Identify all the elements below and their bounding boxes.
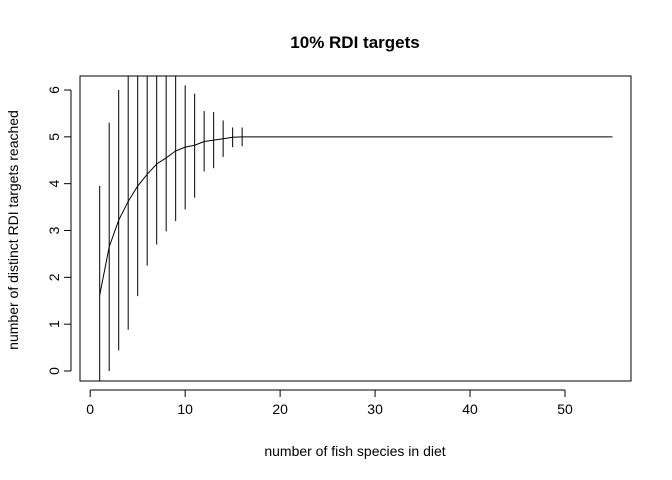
y-tick-label: 2 (46, 273, 62, 281)
x-axis-label: number of fish species in diet (264, 443, 445, 459)
y-tick-label: 5 (46, 133, 62, 141)
y-tick-label: 3 (46, 226, 62, 234)
x-tick-label: 20 (272, 401, 288, 417)
y-axis-label: number of distinct RDI targets reached (5, 110, 21, 350)
y-tick-label: 6 (46, 86, 62, 94)
y-tick-label: 0 (46, 367, 62, 375)
x-axis: 0 10 20 30 40 50 (86, 389, 573, 417)
x-tick-label: 0 (86, 401, 94, 417)
y-tick-label: 4 (46, 180, 62, 188)
x-tick-label: 30 (367, 401, 383, 417)
error-bars (99, 76, 243, 381)
mean-line (99, 136, 613, 296)
x-tick-label: 10 (177, 401, 193, 417)
plot-frame (79, 75, 632, 382)
chart-title: 10% RDI targets (290, 33, 419, 52)
x-tick-label: 50 (557, 401, 573, 417)
x-tick-label: 40 (462, 401, 478, 417)
y-tick-label: 1 (46, 320, 62, 328)
y-axis: 0 1 2 3 4 5 6 (46, 86, 72, 375)
